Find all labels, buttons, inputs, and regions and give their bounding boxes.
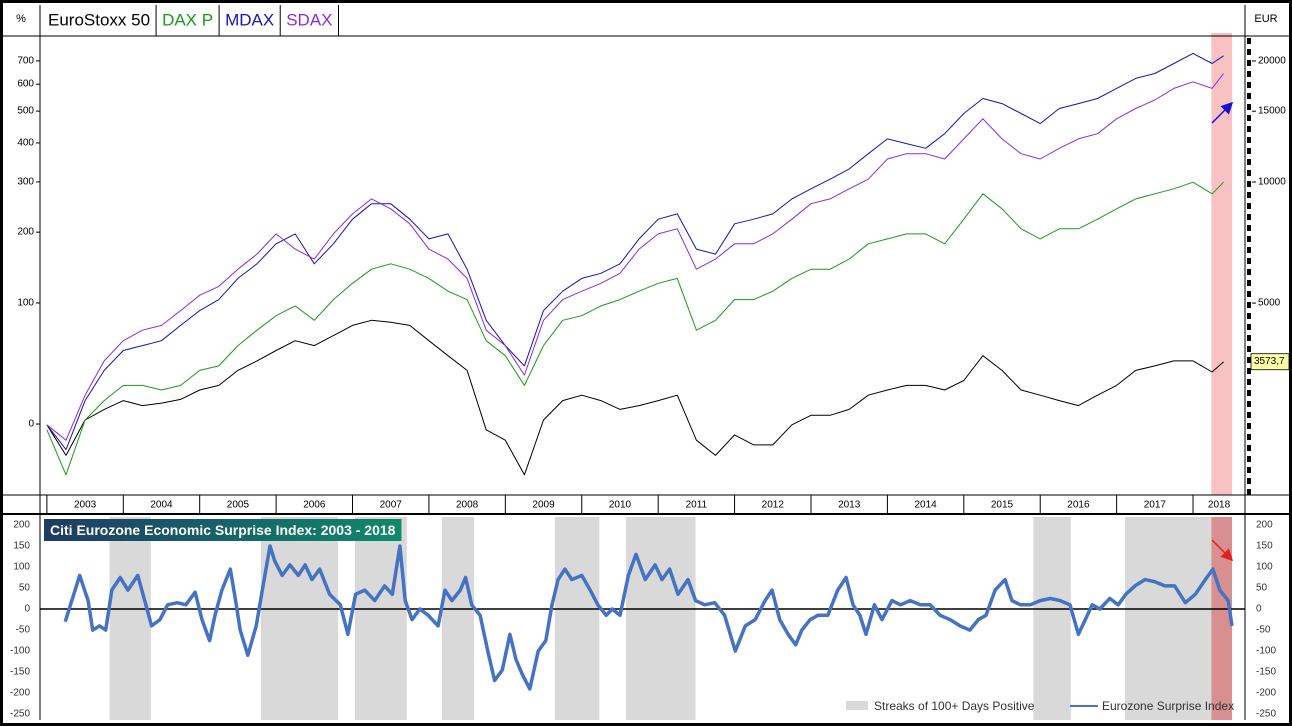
plot-layer: EuroStoxx 50 DAX P MDAX SDAX010020030040050… [10, 5, 1290, 720]
last-value-label: 3573,7 [1254, 356, 1285, 367]
x-tick-label: 2005 [227, 500, 250, 511]
streak-band [109, 517, 151, 720]
x-tick-label: 2003 [74, 500, 97, 511]
x-tick-label: 2004 [150, 500, 173, 511]
x-tick-label: 2014 [914, 500, 937, 511]
legend-label: Streaks of 100+ Days Positive [874, 699, 1035, 713]
y2-tick-label: 500 [17, 106, 34, 117]
x-tick-label: 2009 [532, 500, 555, 511]
y-tick-label: 20000 [1258, 55, 1286, 66]
y-tick-label-right: 200 [1256, 519, 1273, 530]
y2-tick-label: 100 [17, 297, 34, 308]
y-tick-label-right: 0 [1256, 604, 1262, 615]
x-tick-label: 2015 [991, 500, 1014, 511]
x-tick-label: 2010 [609, 500, 632, 511]
legend-entry: DAX P [162, 11, 213, 30]
y-tick-label: -100 [10, 646, 30, 657]
y2-tick-label: 0 [28, 419, 34, 430]
y-tick-label: -200 [10, 688, 30, 699]
highlight-region [1211, 33, 1233, 495]
series-line [63, 544, 1234, 691]
x-tick-label: 2006 [303, 500, 326, 511]
y-tick-label: 150 [13, 541, 30, 552]
y-tick-label: 100 [13, 562, 30, 573]
legend-entry: SDAX [286, 11, 332, 30]
y-tick-label: 50 [19, 583, 31, 594]
legend-entry: MDAX [225, 11, 274, 30]
left-axis-unit: % [16, 13, 26, 25]
y-tick-label-right: 150 [1256, 541, 1273, 552]
x-tick-label: 2007 [380, 500, 403, 511]
streak-band [1033, 517, 1071, 720]
arrow-down [1211, 539, 1234, 562]
x-tick-label: 2016 [1067, 500, 1090, 511]
y-tick-label: 200 [13, 519, 30, 530]
y-tick-label-right: 50 [1256, 583, 1268, 594]
y-tick-label: 5000 [1258, 298, 1281, 309]
streak-band [555, 517, 600, 720]
y2-tick-label: 600 [17, 79, 34, 90]
legend-entry: EuroStoxx 50 [48, 11, 150, 30]
y-tick-label-right: -200 [1256, 688, 1276, 699]
y-tick-label-right: -100 [1256, 646, 1276, 657]
title-box [44, 519, 402, 541]
y-tick-label: 10000 [1258, 177, 1286, 188]
y-tick-label: 0 [24, 604, 30, 615]
streak-band [441, 517, 475, 720]
right-axis-unit: EUR [1254, 13, 1277, 25]
series-line [46, 52, 1224, 451]
y2-tick-label: 300 [17, 176, 34, 187]
legend-label: Eurozone Surprise Index [1102, 699, 1234, 713]
y-tick-label-right: 100 [1256, 562, 1273, 573]
highlight-region [1211, 517, 1233, 720]
x-tick-label: 2018 [1208, 500, 1231, 511]
x-tick-label: 2011 [686, 500, 708, 511]
series-line [46, 319, 1224, 476]
x-tick-label: 2008 [456, 500, 479, 511]
y2-tick-label: 200 [17, 227, 34, 238]
y2-tick-label: 400 [17, 137, 34, 148]
x-tick-label: 2013 [838, 500, 861, 511]
y-tick-label: -150 [10, 667, 30, 678]
arrow-up [1211, 101, 1234, 124]
y-tick-label-right: -150 [1256, 667, 1276, 678]
y2-tick-label: 700 [17, 55, 34, 66]
y-tick-label: -250 [10, 709, 30, 720]
streak-band [626, 517, 696, 720]
x-tick-label: 2012 [762, 500, 785, 511]
y-tick-label-right: -50 [1256, 625, 1271, 636]
legend-swatch [846, 701, 868, 710]
series-line [46, 73, 1224, 441]
chart-title: Citi Eurozone Economic Surprise Index: 2… [50, 522, 396, 538]
streak-band [260, 517, 339, 720]
y-tick-label-right: -250 [1256, 709, 1276, 720]
y-tick-label: -50 [16, 625, 31, 636]
x-tick-label: 2017 [1144, 500, 1167, 511]
streak-band [1125, 517, 1212, 720]
series-line [46, 181, 1224, 476]
y-tick-label: 15000 [1258, 106, 1286, 117]
